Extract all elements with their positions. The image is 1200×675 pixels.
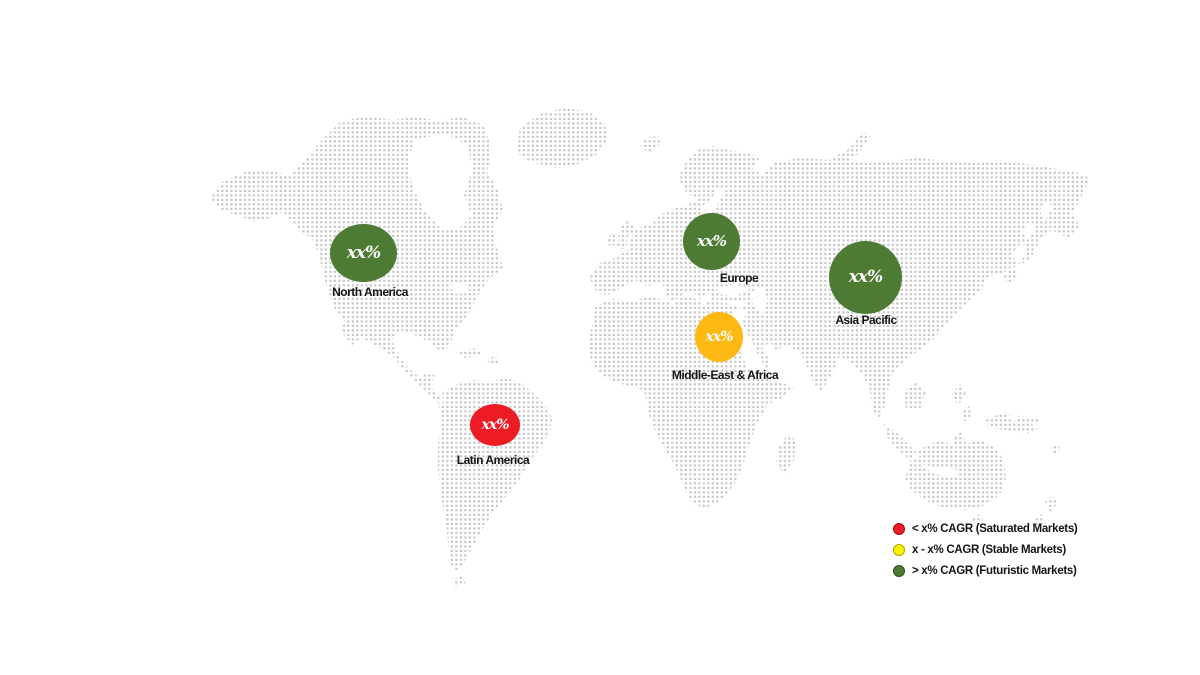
legend-dot-futuristic-icon bbox=[893, 564, 905, 577]
bubble-asia-pacific: xx% bbox=[829, 241, 902, 314]
legend-dot-stable-icon bbox=[893, 543, 905, 556]
bubble-middle-east-africa: xx% bbox=[695, 312, 743, 362]
bubble-asia-pacific-value: xx% bbox=[848, 267, 883, 287]
legend-label-futuristic: > x% CAGR (Futuristic Markets) bbox=[912, 564, 1077, 577]
legend-dot-saturated-icon bbox=[893, 522, 905, 535]
legend-row-stable: x - x% CAGR (Stable Markets) bbox=[893, 541, 1077, 558]
label-latin-america: Latin America bbox=[456, 453, 530, 467]
bubble-latin-america-value: xx% bbox=[481, 417, 510, 433]
label-middle-east-africa: Middle-East & Africa bbox=[671, 368, 779, 382]
bubble-north-america: xx% bbox=[330, 224, 397, 282]
label-north-america: North America bbox=[332, 285, 408, 299]
bubble-latin-america: xx% bbox=[470, 404, 520, 446]
cagr-legend: < x% CAGR (Saturated Markets) x - x% CAG… bbox=[893, 520, 1078, 579]
legend-label-saturated: < x% CAGR (Saturated Markets) bbox=[912, 522, 1078, 535]
bubble-europe-value: xx% bbox=[696, 232, 727, 250]
label-europe: Europe bbox=[719, 271, 759, 285]
legend-row-saturated: < x% CAGR (Saturated Markets) bbox=[893, 520, 1078, 537]
legend-label-stable: x - x% CAGR (Stable Markets) bbox=[912, 543, 1066, 556]
bubble-europe: xx% bbox=[683, 213, 740, 270]
bubble-middle-east-africa-value: xx% bbox=[705, 329, 734, 345]
label-asia-pacific: Asia Pacific bbox=[835, 313, 897, 327]
legend-row-futuristic: > x% CAGR (Futuristic Markets) bbox=[893, 562, 1077, 579]
bubble-north-america-value: xx% bbox=[346, 242, 381, 263]
